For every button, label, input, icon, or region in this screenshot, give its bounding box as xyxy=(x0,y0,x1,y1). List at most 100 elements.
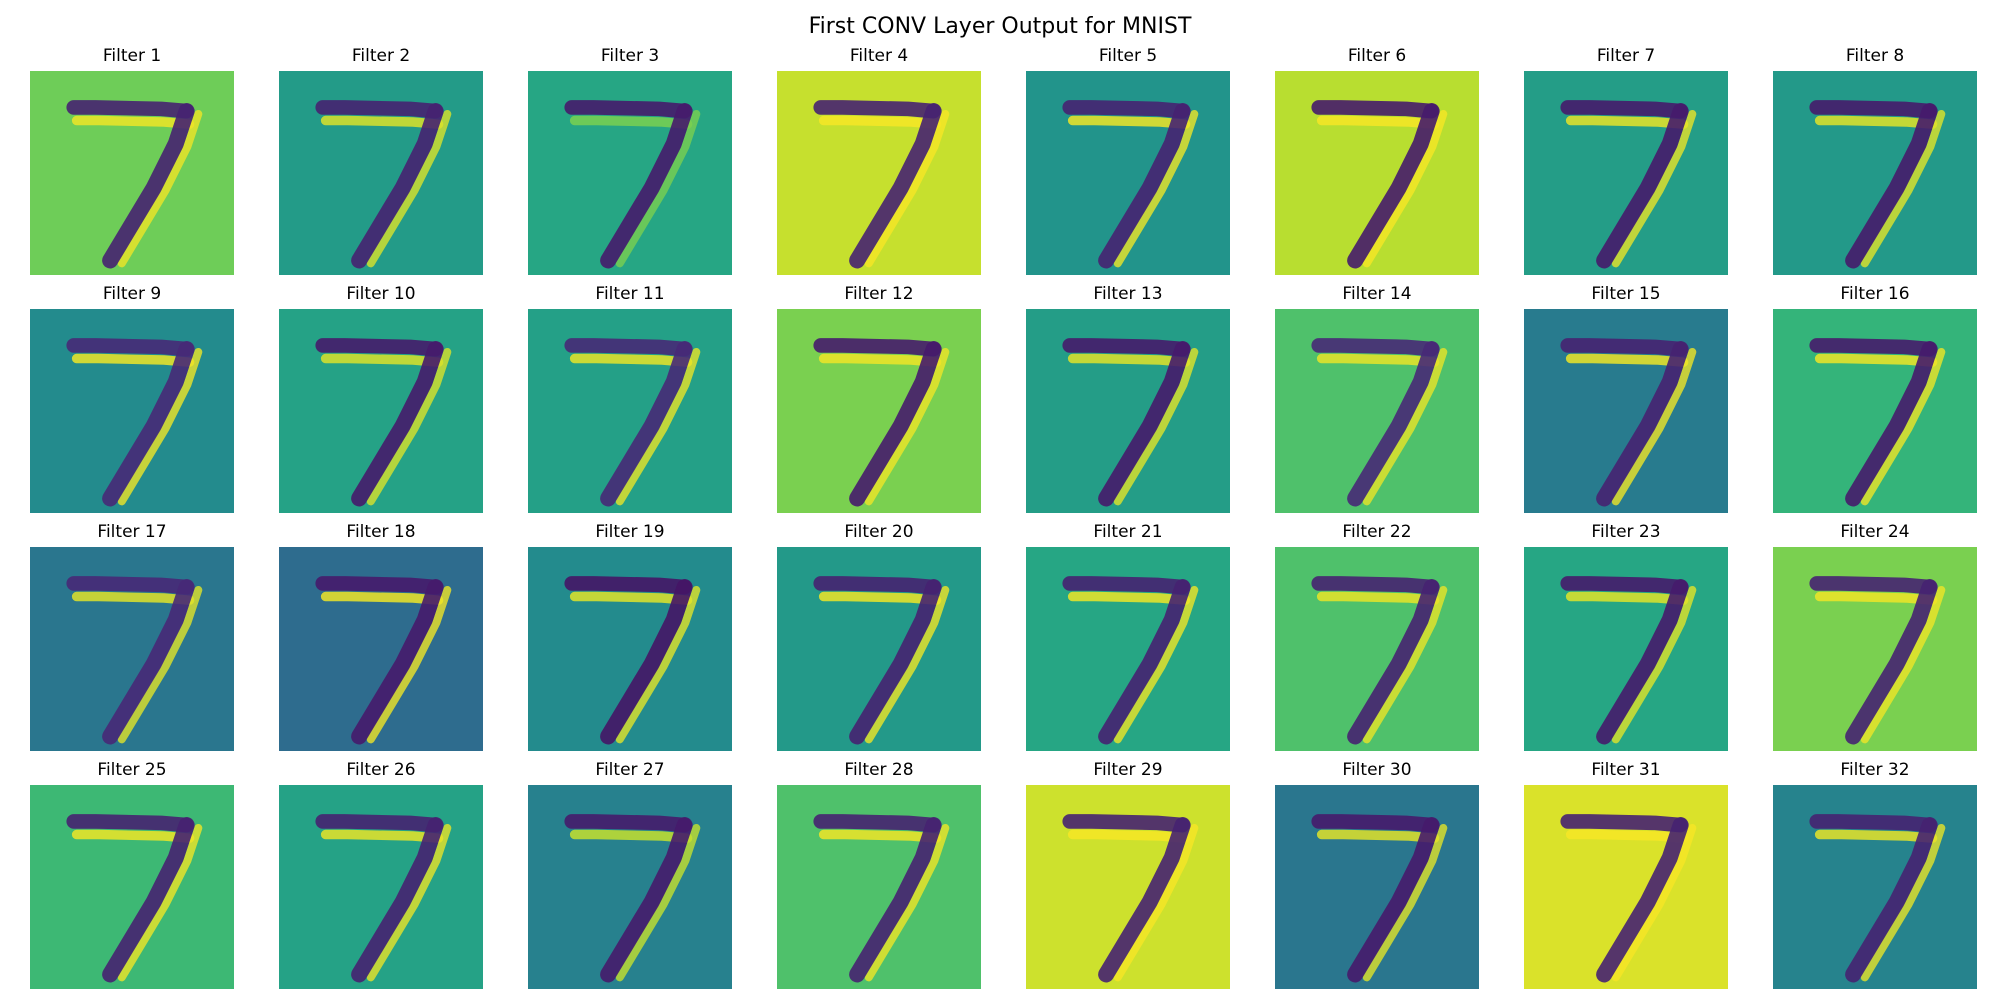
digit-stroke-diagonal xyxy=(351,341,444,507)
feature-map xyxy=(279,547,483,751)
digit-stroke-top xyxy=(1560,338,1688,357)
edge-highlight-diagonal xyxy=(117,109,203,268)
feature-map xyxy=(777,547,981,751)
filter-title: Filter 25 xyxy=(97,760,167,780)
edge-highlight-diagonal xyxy=(864,823,950,982)
digit-stroke-diagonal xyxy=(849,341,942,507)
feature-map xyxy=(1275,71,1479,275)
feature-map xyxy=(1773,309,1977,513)
digit-stroke-diagonal xyxy=(1347,579,1440,745)
feature-map xyxy=(1026,71,1230,275)
digit-stroke-diagonal xyxy=(1098,341,1191,507)
filter-title: Filter 27 xyxy=(595,760,665,780)
edge-highlight-top xyxy=(71,115,195,129)
edge-highlight-diagonal xyxy=(1113,823,1199,982)
edge-highlight-diagonal xyxy=(615,347,701,506)
filter-title: Filter 13 xyxy=(1093,284,1163,304)
filter-title: Filter 18 xyxy=(346,522,416,542)
edge-highlight-top xyxy=(320,591,444,605)
digit-stroke-top xyxy=(315,576,443,595)
digit-stroke-top xyxy=(813,814,941,833)
digit-stroke-diagonal xyxy=(1596,341,1689,507)
edge-highlight-top xyxy=(1565,591,1689,605)
edge-highlight-diagonal xyxy=(1362,823,1448,982)
edge-highlight-diagonal xyxy=(864,347,950,506)
digit-stroke-top xyxy=(315,814,443,833)
edge-highlight-top xyxy=(1067,591,1191,605)
edge-highlight-diagonal xyxy=(366,347,452,506)
filter-title: Filter 22 xyxy=(1342,522,1412,542)
digit-stroke-top xyxy=(564,814,692,833)
filter-title: Filter 20 xyxy=(844,522,914,542)
digit-stroke-top xyxy=(813,100,941,119)
digit-stroke-top xyxy=(1560,814,1688,833)
digit-stroke-top xyxy=(1809,814,1937,833)
digit-stroke-top xyxy=(1809,338,1937,357)
filter-title: Filter 12 xyxy=(844,284,914,304)
edge-highlight-top xyxy=(1814,591,1938,605)
feature-map xyxy=(1524,785,1728,989)
edge-highlight-top xyxy=(1316,829,1440,843)
edge-highlight-top xyxy=(818,353,942,367)
edge-highlight-diagonal xyxy=(1362,109,1448,268)
edge-highlight-diagonal xyxy=(1860,109,1946,268)
filter-title: Filter 28 xyxy=(844,760,914,780)
feature-map xyxy=(1026,785,1230,989)
edge-highlight-top xyxy=(1316,353,1440,367)
filter-title: Filter 19 xyxy=(595,522,665,542)
digit-stroke-diagonal xyxy=(351,579,444,745)
edge-highlight-top xyxy=(1814,353,1938,367)
filter-title: Filter 30 xyxy=(1342,760,1412,780)
edge-highlight-diagonal xyxy=(1860,585,1946,744)
digit-stroke-top xyxy=(66,576,194,595)
edge-highlight-top xyxy=(320,829,444,843)
filter-title: Filter 6 xyxy=(1347,46,1407,66)
digit-stroke-diagonal xyxy=(600,579,693,745)
feature-map xyxy=(1524,547,1728,751)
feature-map xyxy=(1524,71,1728,275)
edge-highlight-diagonal xyxy=(366,585,452,744)
digit-stroke-top xyxy=(564,100,692,119)
digit-stroke-top xyxy=(315,338,443,357)
feature-map xyxy=(30,547,234,751)
digit-stroke-diagonal xyxy=(1347,817,1440,983)
filter-title: Filter 14 xyxy=(1342,284,1412,304)
edge-highlight-diagonal xyxy=(615,585,701,744)
digit-stroke-top xyxy=(1560,576,1688,595)
edge-highlight-diagonal xyxy=(864,585,950,744)
digit-stroke-top xyxy=(66,814,194,833)
edge-highlight-diagonal xyxy=(1113,109,1199,268)
digit-stroke-diagonal xyxy=(1845,579,1938,745)
feature-map xyxy=(30,785,234,989)
feature-map xyxy=(1026,547,1230,751)
digit-stroke-top xyxy=(1062,100,1190,119)
edge-highlight-top xyxy=(1067,115,1191,129)
digit-stroke-diagonal xyxy=(102,103,195,269)
digit-stroke-top xyxy=(66,338,194,357)
digit-stroke-diagonal xyxy=(849,817,942,983)
edge-highlight-top xyxy=(71,591,195,605)
feature-map xyxy=(777,785,981,989)
digit-stroke-top xyxy=(66,100,194,119)
filter-title: Filter 15 xyxy=(1591,284,1661,304)
edge-highlight-diagonal xyxy=(864,109,950,268)
edge-highlight-top xyxy=(1565,829,1689,843)
filter-title: Filter 8 xyxy=(1845,46,1905,66)
digit-stroke-top xyxy=(564,338,692,357)
feature-map xyxy=(1275,785,1479,989)
digit-stroke-diagonal xyxy=(351,817,444,983)
digit-stroke-top xyxy=(1809,100,1937,119)
filter-title: Filter 3 xyxy=(600,46,660,66)
digit-stroke-top xyxy=(1311,814,1439,833)
figure-title: First CONV Layer Output for MNIST xyxy=(808,14,1192,39)
digit-stroke-diagonal xyxy=(102,579,195,745)
edge-highlight-top xyxy=(1814,829,1938,843)
feature-map xyxy=(528,309,732,513)
edge-highlight-diagonal xyxy=(117,823,203,982)
digit-stroke-diagonal xyxy=(600,103,693,269)
digit-stroke-top xyxy=(813,338,941,357)
digit-stroke-diagonal xyxy=(1347,341,1440,507)
digit-stroke-diagonal xyxy=(351,103,444,269)
filter-title: Filter 26 xyxy=(346,760,416,780)
